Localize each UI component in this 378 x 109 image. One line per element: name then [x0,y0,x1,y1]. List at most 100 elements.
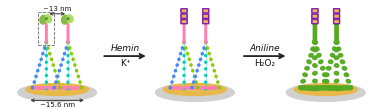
Bar [39,12,54,45]
Circle shape [64,53,66,55]
Text: Hemin: Hemin [110,44,140,53]
Circle shape [67,81,69,83]
FancyBboxPatch shape [181,9,187,13]
Circle shape [81,87,83,89]
Ellipse shape [321,86,325,89]
Ellipse shape [338,86,342,89]
Circle shape [53,87,55,89]
FancyBboxPatch shape [204,15,208,18]
Ellipse shape [331,86,335,90]
Ellipse shape [313,39,317,42]
Ellipse shape [313,25,317,28]
Circle shape [215,75,217,77]
Ellipse shape [26,84,89,95]
Circle shape [60,64,62,66]
Ellipse shape [345,86,349,89]
Circle shape [209,87,211,89]
Circle shape [201,87,203,89]
Circle shape [215,87,217,89]
Circle shape [183,24,185,26]
Circle shape [67,88,69,90]
Circle shape [59,87,60,89]
Ellipse shape [313,40,317,44]
Circle shape [205,37,207,39]
Ellipse shape [348,86,353,89]
Ellipse shape [62,15,68,24]
Ellipse shape [299,86,303,90]
Circle shape [200,58,201,60]
Circle shape [211,87,214,89]
Ellipse shape [320,86,324,89]
Circle shape [204,87,206,89]
Circle shape [53,87,55,89]
Ellipse shape [313,87,317,91]
Circle shape [202,88,204,89]
Ellipse shape [320,86,324,89]
Circle shape [67,88,69,90]
Circle shape [77,87,79,89]
Circle shape [195,81,197,83]
Ellipse shape [335,34,338,37]
Ellipse shape [310,86,314,89]
FancyBboxPatch shape [204,9,208,12]
Text: Aniline: Aniline [249,44,280,53]
Ellipse shape [317,54,321,57]
Ellipse shape [342,86,347,90]
Circle shape [204,41,207,43]
Ellipse shape [333,47,337,51]
Circle shape [204,41,207,43]
Circle shape [169,87,171,89]
Ellipse shape [335,25,338,28]
FancyBboxPatch shape [311,9,318,13]
Ellipse shape [328,60,333,64]
Circle shape [205,41,207,43]
Ellipse shape [321,86,325,89]
Circle shape [67,34,69,35]
Circle shape [205,88,207,90]
Circle shape [183,26,185,27]
Circle shape [205,88,207,90]
Ellipse shape [287,84,365,101]
Ellipse shape [335,32,338,35]
Circle shape [183,61,185,63]
FancyBboxPatch shape [313,20,317,23]
Circle shape [192,87,193,89]
Ellipse shape [318,86,322,90]
Circle shape [183,30,185,31]
Circle shape [172,87,174,89]
Ellipse shape [335,28,338,31]
Circle shape [206,87,208,89]
Circle shape [53,87,55,89]
Ellipse shape [335,36,338,39]
Ellipse shape [316,87,320,90]
Circle shape [45,32,47,33]
Ellipse shape [327,67,331,70]
Ellipse shape [322,73,327,77]
Circle shape [39,87,40,89]
FancyBboxPatch shape [202,9,209,13]
Circle shape [70,53,73,55]
Circle shape [45,88,47,90]
Circle shape [50,87,52,89]
Circle shape [42,87,44,89]
Circle shape [37,87,39,89]
Ellipse shape [174,87,206,90]
Circle shape [47,47,49,49]
Circle shape [53,87,55,89]
Ellipse shape [315,47,319,51]
Circle shape [50,58,53,60]
Text: ~15.6 nm: ~15.6 nm [40,102,75,108]
Ellipse shape [329,87,333,90]
Circle shape [201,53,203,55]
Circle shape [79,81,81,83]
Circle shape [67,36,69,37]
Circle shape [205,74,207,76]
Ellipse shape [313,41,317,44]
Ellipse shape [313,28,317,31]
Circle shape [191,87,193,89]
Ellipse shape [45,15,51,23]
Circle shape [173,87,175,89]
Circle shape [40,58,42,60]
Circle shape [175,87,177,89]
Ellipse shape [306,86,310,89]
